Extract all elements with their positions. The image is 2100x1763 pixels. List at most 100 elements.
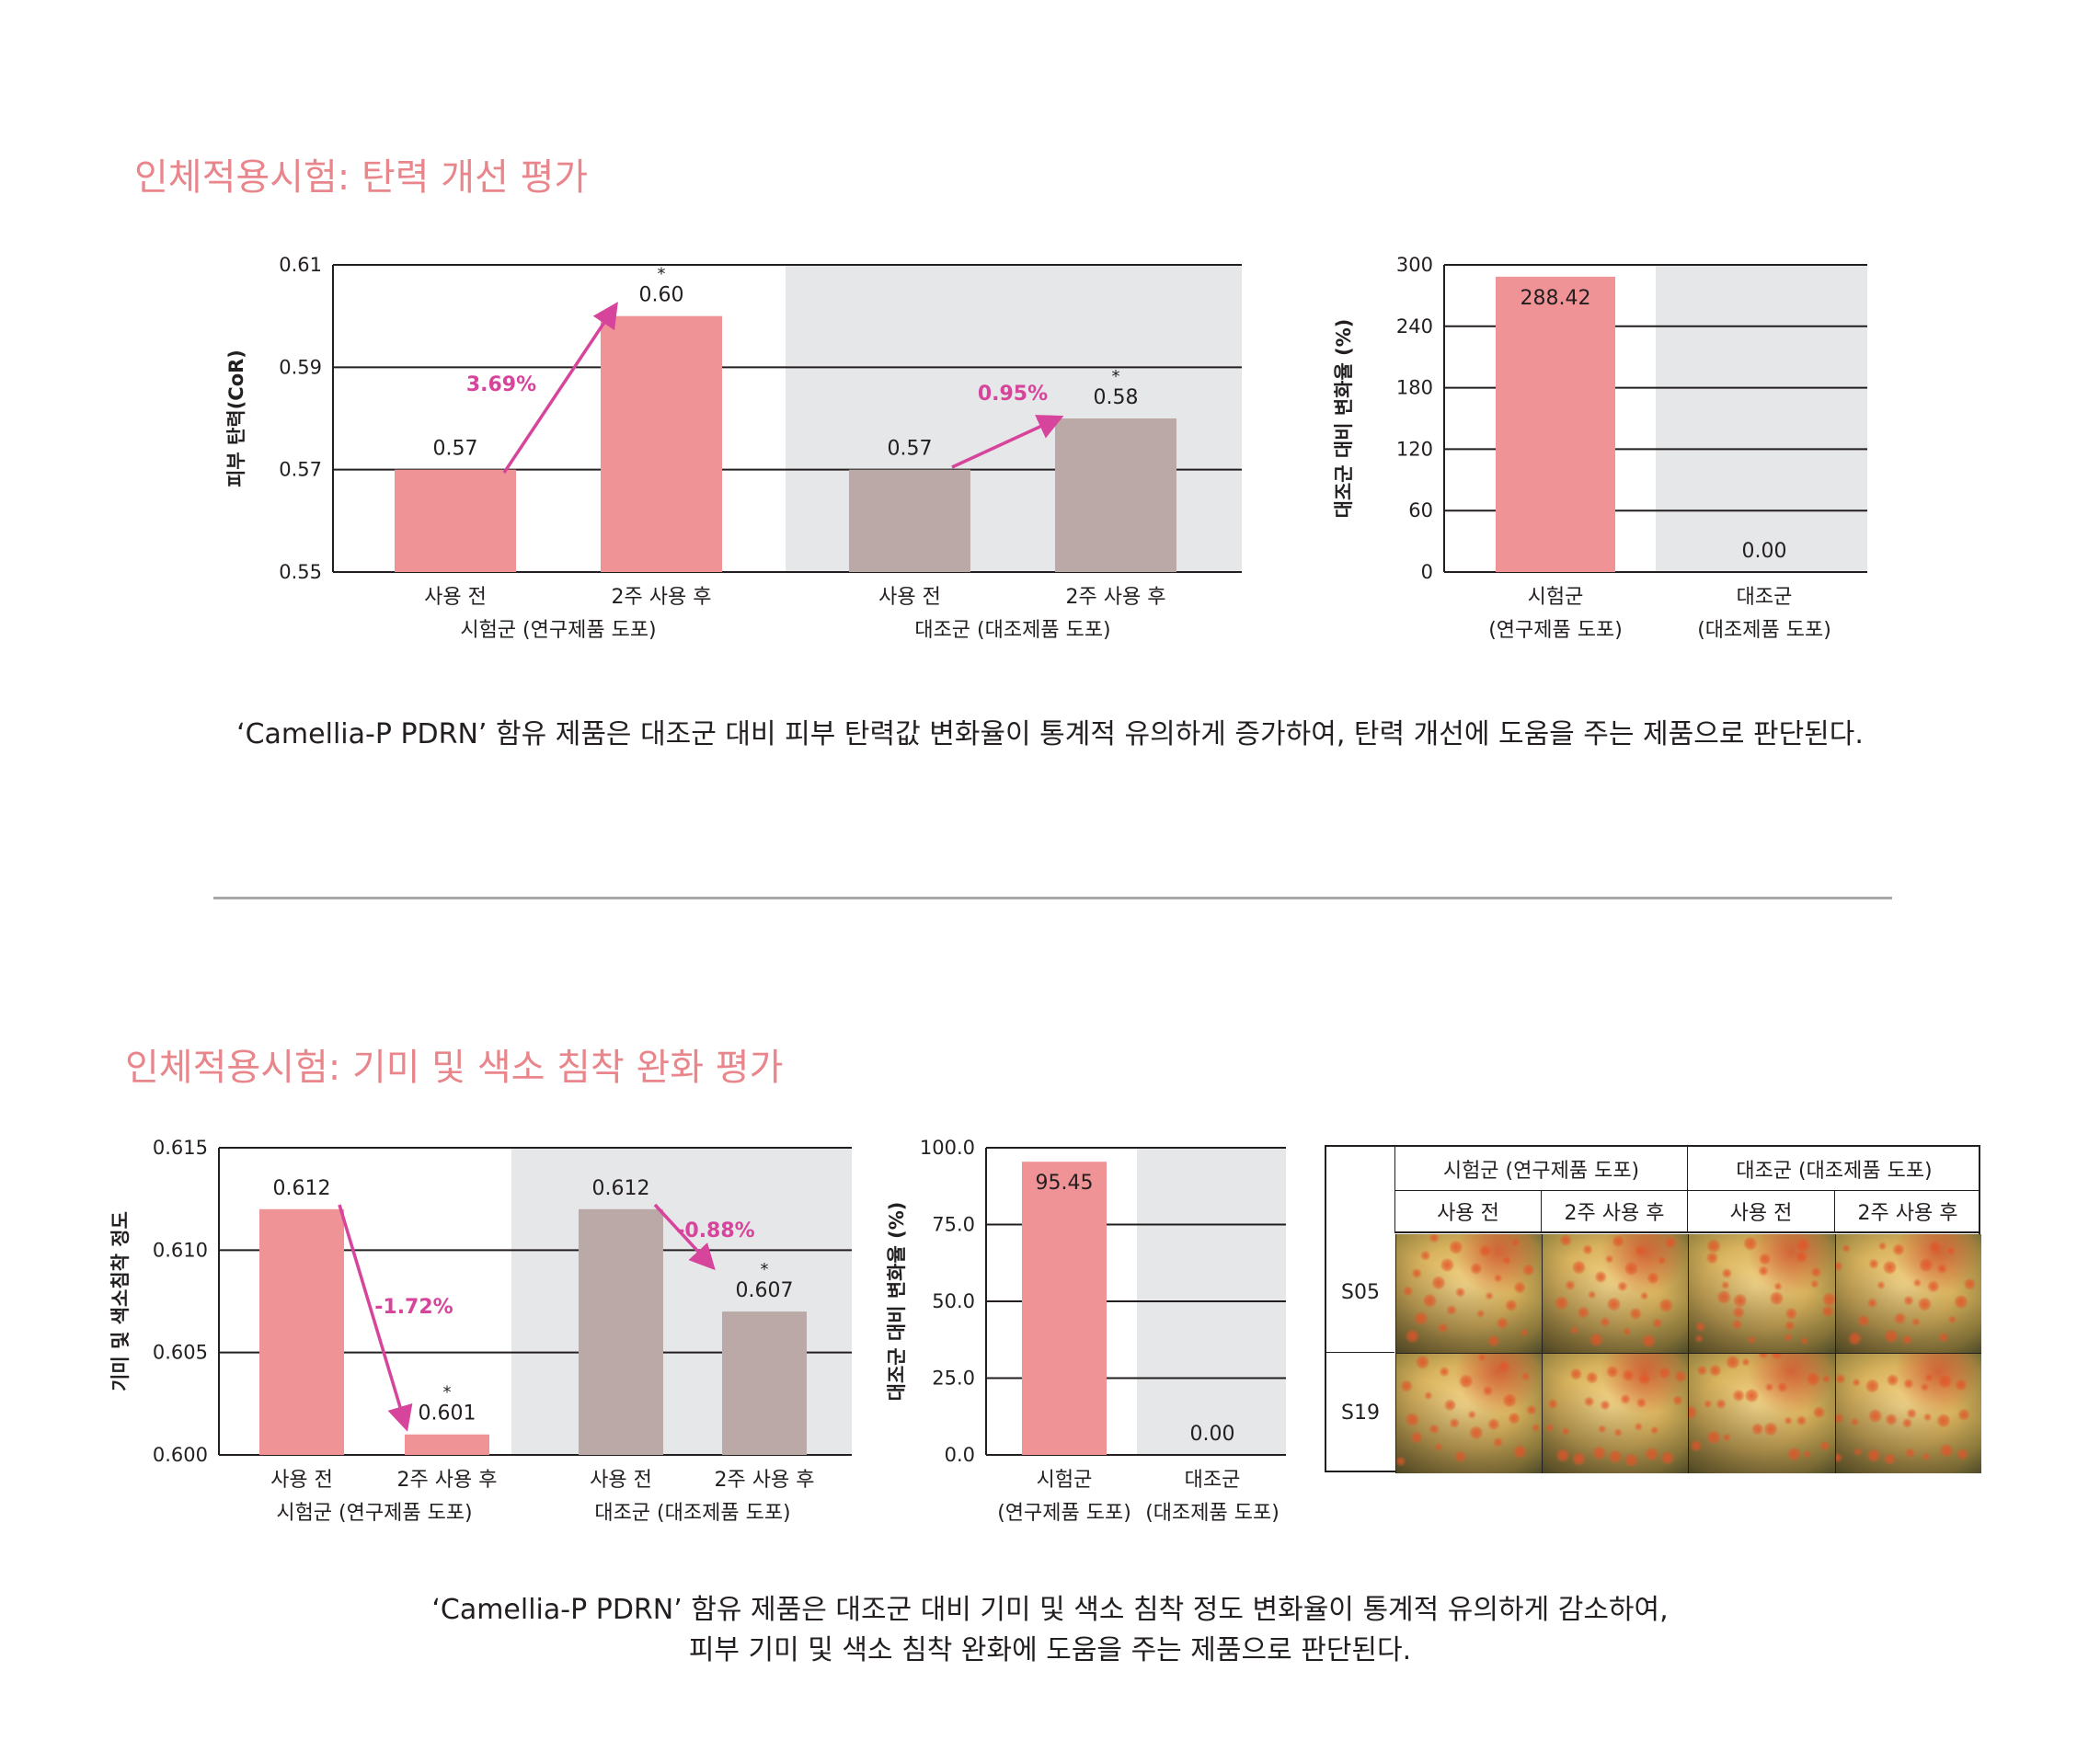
y-tick-label: 60 [1408, 499, 1433, 521]
change-arrow [338, 1204, 413, 1432]
control-shaded-area [1656, 265, 1867, 572]
significance-mark: * [443, 1383, 452, 1402]
change-arrow [951, 415, 1064, 469]
section2-title: 인체적용시험: 기미 및 색소 침착 완화 평가 [125, 1047, 784, 1089]
change-arrow [653, 1203, 716, 1271]
col-header-test-before: 사용 전 [1394, 1191, 1541, 1233]
bar [1496, 276, 1615, 572]
x-tick-label: (연구제품 도포) [1488, 619, 1623, 642]
data-label: 95.45 [1036, 1172, 1094, 1195]
section1-caption: ‘Camellia-P PDRN’ 함유 제품은 대조군 대비 피부 탄력값 변… [236, 718, 1864, 750]
data-label: 0.601 [419, 1402, 476, 1425]
x-tick-label: 2주 사용 후 [715, 1469, 815, 1492]
row-header-s19: S19 [1341, 1401, 1380, 1425]
elasticity-rate-chart: 300 240 180 120 60 0 대조군 대비 변화율 (%) 288.42 시험군 (연… [1325, 248, 1895, 662]
data-label: 0.00 [1190, 1423, 1235, 1446]
skin-photo-s19-test-before [1395, 1354, 1542, 1473]
group-label: 시험군 (연구제품 도포) [460, 619, 656, 642]
y-tick-label: 75.0 [932, 1214, 975, 1236]
x-tick-label: 2주 사용 후 [612, 586, 712, 609]
y-tick-label: 0.610 [153, 1239, 208, 1261]
pigment-chart-svg: 0.615 0.610 0.605 0.600 기미 및 색소침착 정도 0.612 사용 … [109, 1137, 852, 1525]
y-tick-label: 0 [1421, 561, 1433, 583]
group-label: 대조군 (대조제품 도포) [594, 1502, 790, 1525]
bar [405, 1434, 489, 1455]
y-tick-label: 0.0 [945, 1444, 975, 1466]
data-label: 0.612 [592, 1177, 650, 1200]
significance-mark: * [1112, 367, 1120, 386]
x-tick-label: 대조군 [1737, 586, 1793, 609]
group-label: 시험군 (연구제품 도포) [276, 1502, 472, 1525]
bar [395, 469, 516, 572]
y-tick-label: 0.615 [153, 1137, 208, 1159]
row-header-s05: S05 [1326, 1233, 1394, 1353]
y-tick-label: 180 [1396, 377, 1433, 399]
group-header-test: 시험군 (연구제품 도포) [1394, 1147, 1687, 1191]
data-label: 0.58 [1094, 386, 1139, 409]
change-arrow [502, 302, 618, 474]
x-tick-label: (대조제품 도포) [1697, 619, 1831, 642]
data-label: 0.612 [273, 1177, 331, 1200]
bar [579, 1208, 663, 1455]
bar [601, 315, 722, 572]
y-tick-label: 0.55 [279, 561, 322, 583]
col-header-control-after: 2주 사용 후 [1834, 1191, 1980, 1233]
elasticity-chart: 0.61 0.59 0.57 0.55 피부 탄력(CoR) 0.57 사용 전 0.60 * 2… [221, 248, 1251, 662]
bar [1055, 418, 1176, 572]
group-header-control: 대조군 (대조제품 도포) [1687, 1147, 1980, 1191]
bar [722, 1311, 807, 1455]
y-tick-label: 240 [1396, 315, 1433, 338]
x-tick-label: (대조제품 도포) [1145, 1502, 1280, 1525]
section2-caption-line2: 피부 기미 및 색소 침착 완화에 도움을 주는 제품으로 판단된다. [688, 1634, 1412, 1666]
pigment-rate-chart: 100.0 75.0 50.0 25.0 0.0 대조군 대비 변화율 (%) 95.45 시… [883, 1131, 1306, 1545]
skin-photo-s19-control-before [1688, 1354, 1835, 1473]
x-tick-label: 사용 전 [878, 586, 941, 609]
bar [849, 469, 970, 572]
data-label: 0.607 [736, 1279, 794, 1302]
x-tick-label: 사용 전 [270, 1469, 333, 1492]
group-label: 대조군 (대조제품 도포) [914, 619, 1110, 642]
y-tick-label: 0.57 [279, 459, 322, 481]
x-tick-label: 사용 전 [424, 586, 487, 609]
change-label: 3.69% [466, 373, 536, 396]
y-tick-label: 100.0 [920, 1137, 975, 1159]
y-tick-label: 0.61 [279, 254, 322, 276]
x-tick-label: 사용 전 [590, 1469, 652, 1492]
significance-mark: * [658, 265, 666, 284]
skin-photo-s05-control-after [1835, 1234, 1981, 1354]
col-header-test-after: 2주 사용 후 [1541, 1191, 1687, 1233]
data-label: 0.60 [639, 284, 684, 307]
x-tick-label: 2주 사용 후 [397, 1469, 498, 1492]
change-label: -0.88% [676, 1219, 754, 1242]
y-tick-label: 120 [1396, 438, 1433, 460]
skin-photo-s19-test-after [1542, 1354, 1688, 1473]
skin-photo-s05-test-after [1542, 1234, 1688, 1354]
skin-photo-table: 시험군 (연구제품 도포) 대조군 (대조제품 도포) 사용 전 2주 사용 후… [1325, 1145, 1981, 1473]
y-tick-label: 0.59 [279, 356, 322, 378]
data-label: 0.57 [433, 438, 478, 461]
x-tick-label: 대조군 [1185, 1469, 1241, 1492]
y-tick-label: 0.600 [153, 1444, 208, 1466]
x-tick-label: 2주 사용 후 [1066, 586, 1166, 609]
y-tick-label: 50.0 [932, 1290, 975, 1312]
x-tick-label: 시험군 [1528, 586, 1584, 609]
y-axis-title: 대조군 대비 변화율 (%) [886, 1202, 908, 1402]
skin-photo-s19-control-after [1835, 1354, 1981, 1473]
section-divider [213, 897, 1892, 899]
skin-photo-s05-test-before [1395, 1234, 1542, 1354]
skin-photo-s05-control-before [1688, 1234, 1835, 1354]
y-tick-label: 0.605 [153, 1342, 208, 1364]
y-axis-title: 기미 및 색소침착 정도 [109, 1211, 132, 1391]
change-label: -1.72% [374, 1296, 453, 1319]
elasticity-rate-chart-svg: 300 240 180 120 60 0 대조군 대비 변화율 (%) 288.42 시험군 (연… [1333, 254, 1867, 642]
bar [1022, 1162, 1107, 1455]
y-tick-label: 25.0 [932, 1368, 975, 1390]
change-label: 0.95% [978, 383, 1048, 406]
section1-title: 인체적용시험: 탄력 개선 평가 [134, 156, 589, 199]
data-label: 0.57 [888, 438, 933, 461]
section2-caption-line1: ‘Camellia-P PDRN’ 함유 제품은 대조군 대비 기미 및 색소 … [431, 1594, 1669, 1626]
y-tick-label: 300 [1396, 254, 1433, 276]
data-label: 288.42 [1520, 287, 1591, 310]
y-axis-title: 피부 탄력(CoR) [225, 349, 247, 487]
